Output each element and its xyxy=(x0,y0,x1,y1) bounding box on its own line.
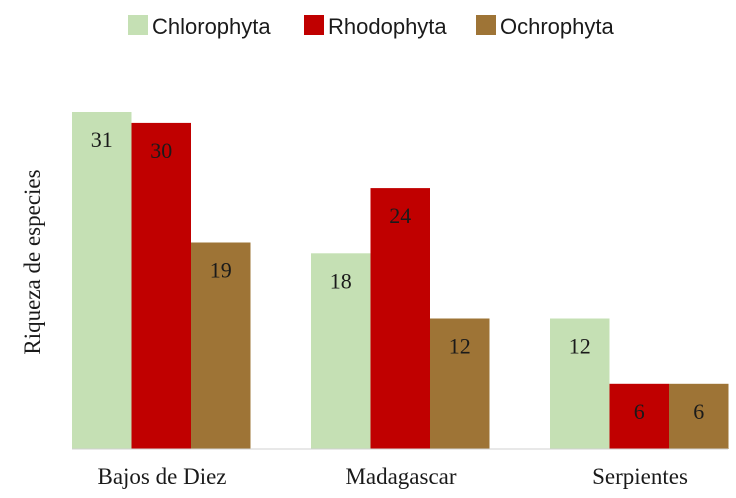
legend-item-chlorophyta: Chlorophyta xyxy=(128,14,271,39)
legend-item-rhodophyta: Rhodophyta xyxy=(304,14,447,39)
value-label-madagascar-rhodophyta: 24 xyxy=(389,203,411,228)
legend-label-rhodophyta: Rhodophyta xyxy=(328,14,447,39)
bars xyxy=(72,112,729,450)
x-axis-ticks: Bajos de Diez Madagascar Serpientes xyxy=(97,464,687,489)
legend-label-ochrophyta: Ochrophyta xyxy=(500,14,614,39)
value-label-bajos-de-diez-rhodophyta: 30 xyxy=(150,138,172,163)
legend: Chlorophyta Rhodophyta Ochrophyta xyxy=(128,14,614,39)
value-label-serpientes-chlorophyta: 12 xyxy=(569,334,591,359)
legend-label-chlorophyta: Chlorophyta xyxy=(152,14,271,39)
legend-swatch-ochrophyta xyxy=(476,15,496,35)
legend-item-ochrophyta: Ochrophyta xyxy=(476,14,614,39)
category-label-serpientes: Serpientes xyxy=(592,464,688,489)
y-axis-title: Riqueza de especies xyxy=(20,169,45,354)
bar-bajos-de-diez-rhodophyta xyxy=(131,122,191,450)
legend-swatch-chlorophyta xyxy=(128,15,148,35)
value-labels: 31 30 19 18 24 12 12 6 6 xyxy=(91,127,704,424)
category-label-madagascar: Madagascar xyxy=(345,464,456,489)
bar-madagascar-rhodophyta xyxy=(370,188,430,449)
bar-serpientes-rhodophyta xyxy=(609,383,669,449)
bar-serpientes-ochrophyta xyxy=(669,383,729,449)
bar-madagascar-chlorophyta xyxy=(311,253,371,449)
legend-swatch-rhodophyta xyxy=(304,15,324,35)
bar-bajos-de-diez-ochrophyta xyxy=(191,242,251,449)
value-label-bajos-de-diez-chlorophyta: 31 xyxy=(91,127,113,152)
bar-serpientes-chlorophyta xyxy=(550,318,610,449)
value-label-madagascar-ochrophyta: 12 xyxy=(449,334,471,359)
value-label-madagascar-chlorophyta: 18 xyxy=(330,268,352,293)
value-label-bajos-de-diez-ochrophyta: 19 xyxy=(210,258,232,283)
value-label-serpientes-rhodophyta: 6 xyxy=(634,399,645,424)
bar-madagascar-ochrophyta xyxy=(430,318,490,449)
bar-bajos-de-diez-chlorophyta xyxy=(72,112,132,449)
category-label-bajos-de-diez: Bajos de Diez xyxy=(97,464,226,489)
value-label-serpientes-ochrophyta: 6 xyxy=(693,399,704,424)
